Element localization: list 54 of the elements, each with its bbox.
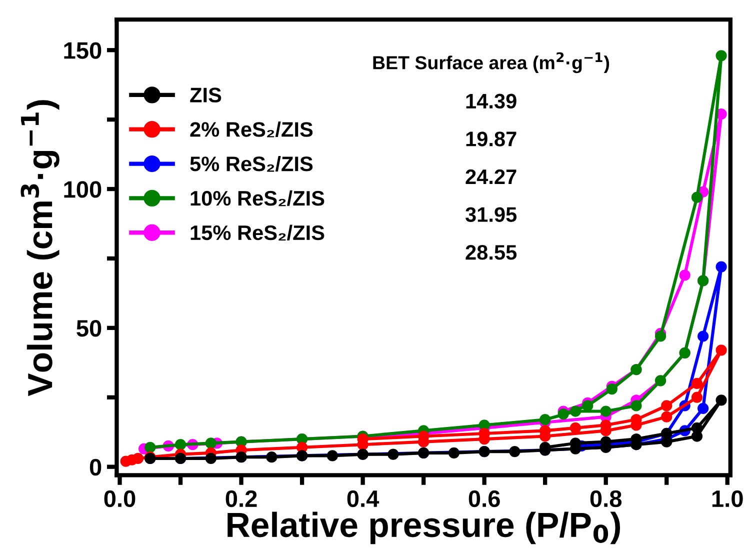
x-tick-label: 0.8 [590,490,622,508]
y-tick-label: 0 [90,458,102,476]
point [144,442,156,453]
x-tick-label: 0.4 [347,490,380,508]
point [698,402,709,414]
annotation: 14.39 [466,94,516,109]
point [558,408,569,420]
point [654,330,666,342]
x-tick-label: 0.2 [226,490,257,508]
legend-label: ZIS [190,88,222,102]
point [698,330,709,342]
point [606,383,618,395]
annotation: 24.27 [466,169,516,184]
point [205,452,216,464]
point [691,422,703,434]
annotation: 19.87 [466,132,516,146]
annotation: 31.95 [465,207,517,222]
point [582,400,594,412]
point [509,446,520,458]
point [570,422,582,434]
y-axis-title: Volume (cm$^{3}$·g$^{−1}$) [20,100,60,396]
y-tick-label: 50 [76,320,102,337]
point [691,378,703,390]
point [132,452,144,464]
legend-label: 15% ReS₂/ZIS [190,224,324,241]
legend-label: 10% ReS₂/ZIS [190,190,324,206]
x-tick-label: 0.0 [104,490,136,508]
legend-label: 5% ReS₂/ZIS [190,156,313,172]
point [388,448,399,460]
y-tick-label: 150 [64,42,102,59]
point [266,452,278,463]
point [691,392,703,403]
legend-label: 2% ReS₂/ZIS [190,122,313,138]
annotation: BET Surface area (m$^{2}$·g$^{−1}$) [373,52,610,74]
point [716,261,727,272]
annotation: 28.55 [466,245,517,260]
point [448,447,460,458]
x-axis-title: Relative pressure (P/P$_{0}$) [228,512,620,544]
x-tick-label: 1.0 [712,490,743,508]
point [716,394,727,406]
point [174,439,186,450]
point [570,406,582,417]
point [326,450,338,462]
point [679,270,690,281]
y-tick-label: 100 [64,181,102,198]
point [600,406,612,417]
point [716,344,727,356]
point [691,192,703,203]
point [661,400,672,412]
point [661,411,672,422]
point [205,438,216,449]
point [716,50,727,62]
x-tick-label: 0.6 [468,490,500,508]
point [630,400,642,412]
